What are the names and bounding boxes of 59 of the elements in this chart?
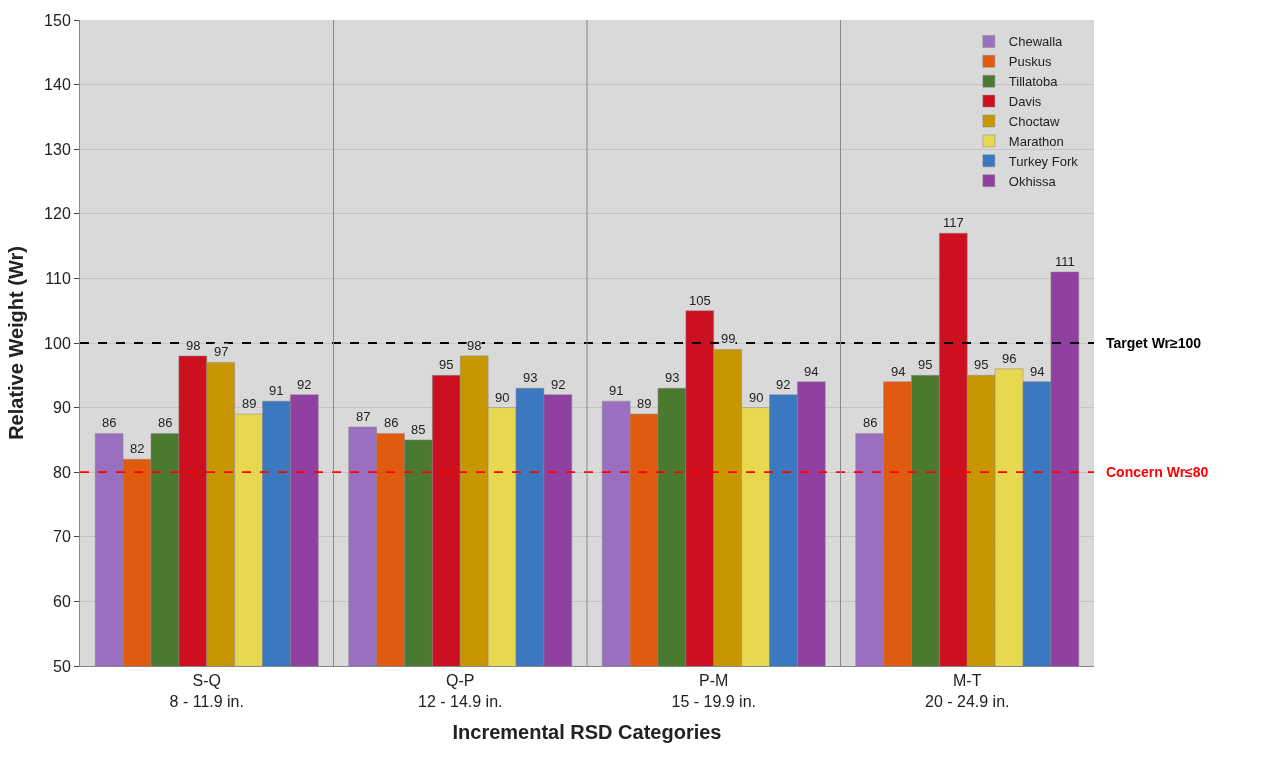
- ref-line-label: Concern Wr≤80: [1106, 464, 1209, 480]
- data-label: 86: [102, 415, 117, 430]
- y-tick-label: 100: [44, 334, 71, 352]
- y-tick-label: 140: [44, 76, 71, 94]
- data-label: 86: [863, 415, 878, 430]
- data-label: 90: [749, 390, 764, 405]
- y-tick-label: 90: [53, 399, 71, 417]
- ref-line-label: Target Wr≥100: [1106, 335, 1202, 351]
- data-label: 90: [495, 390, 510, 405]
- x-axis-title: Incremental RSD Categories: [452, 720, 722, 743]
- data-label: 95: [974, 357, 989, 372]
- data-label: 117: [943, 215, 964, 230]
- data-label: 92: [776, 377, 791, 392]
- y-tick-label: 130: [44, 140, 71, 158]
- data-label: 91: [269, 383, 284, 398]
- legend-label: Turkey Fork: [1008, 153, 1079, 169]
- y-tick-label: 150: [44, 11, 71, 29]
- y-tick-label: 70: [53, 528, 71, 546]
- data-label: 89: [242, 396, 257, 411]
- data-label: 85: [411, 422, 426, 437]
- data-label: 92: [297, 377, 312, 392]
- data-label: 89: [637, 396, 652, 411]
- data-label: 93: [523, 370, 538, 385]
- y-tick-label: 110: [45, 270, 71, 287]
- legend-label: Marathon: [1008, 133, 1064, 149]
- x-tick-label: M-T 20 - 24.9 in.: [925, 672, 1010, 710]
- legend-label: Okhissa: [1008, 173, 1057, 189]
- x-tick-label: S-Q 8 - 11.9 in.: [169, 672, 244, 710]
- data-label: 99: [721, 331, 736, 346]
- legend-label: Tillatoba: [1008, 74, 1059, 90]
- y-tick-label: 80: [53, 463, 71, 481]
- legend-label: Puskus: [1008, 54, 1052, 70]
- data-label: 82: [130, 441, 145, 456]
- data-label: 91: [609, 383, 624, 398]
- y-tick-label: 60: [53, 593, 71, 610]
- data-label: 96: [1002, 351, 1017, 366]
- y-tick-label: 120: [44, 205, 71, 223]
- legend-label: Davis: [1008, 94, 1042, 110]
- data-label: 94: [804, 364, 819, 379]
- data-label: 94: [1030, 364, 1045, 379]
- data-label: 86: [158, 415, 173, 430]
- y-tick-label: 50: [53, 657, 71, 675]
- legend-label: Choctaw: [1008, 114, 1061, 130]
- x-tick-label: P-M 15 - 19.9 in.: [671, 672, 756, 710]
- data-label: 98: [467, 338, 482, 353]
- data-label: 94: [891, 364, 906, 379]
- data-label: 95: [918, 357, 933, 372]
- data-label: 95: [439, 357, 454, 372]
- data-label: 97: [214, 344, 229, 359]
- data-label: 98: [186, 338, 201, 353]
- data-label: 105: [689, 293, 711, 308]
- y-axis-title: Relative Weight (Wr): [4, 246, 27, 440]
- data-label: 87: [356, 409, 371, 424]
- data-label: 93: [665, 370, 680, 385]
- x-tick-label: Q-P 12 - 14.9 in.: [418, 672, 503, 710]
- legend-label: Chewalla: [1008, 34, 1064, 50]
- data-label: 92: [551, 377, 566, 392]
- data-label: 86: [384, 415, 399, 430]
- data-label: 111: [1055, 254, 1075, 269]
